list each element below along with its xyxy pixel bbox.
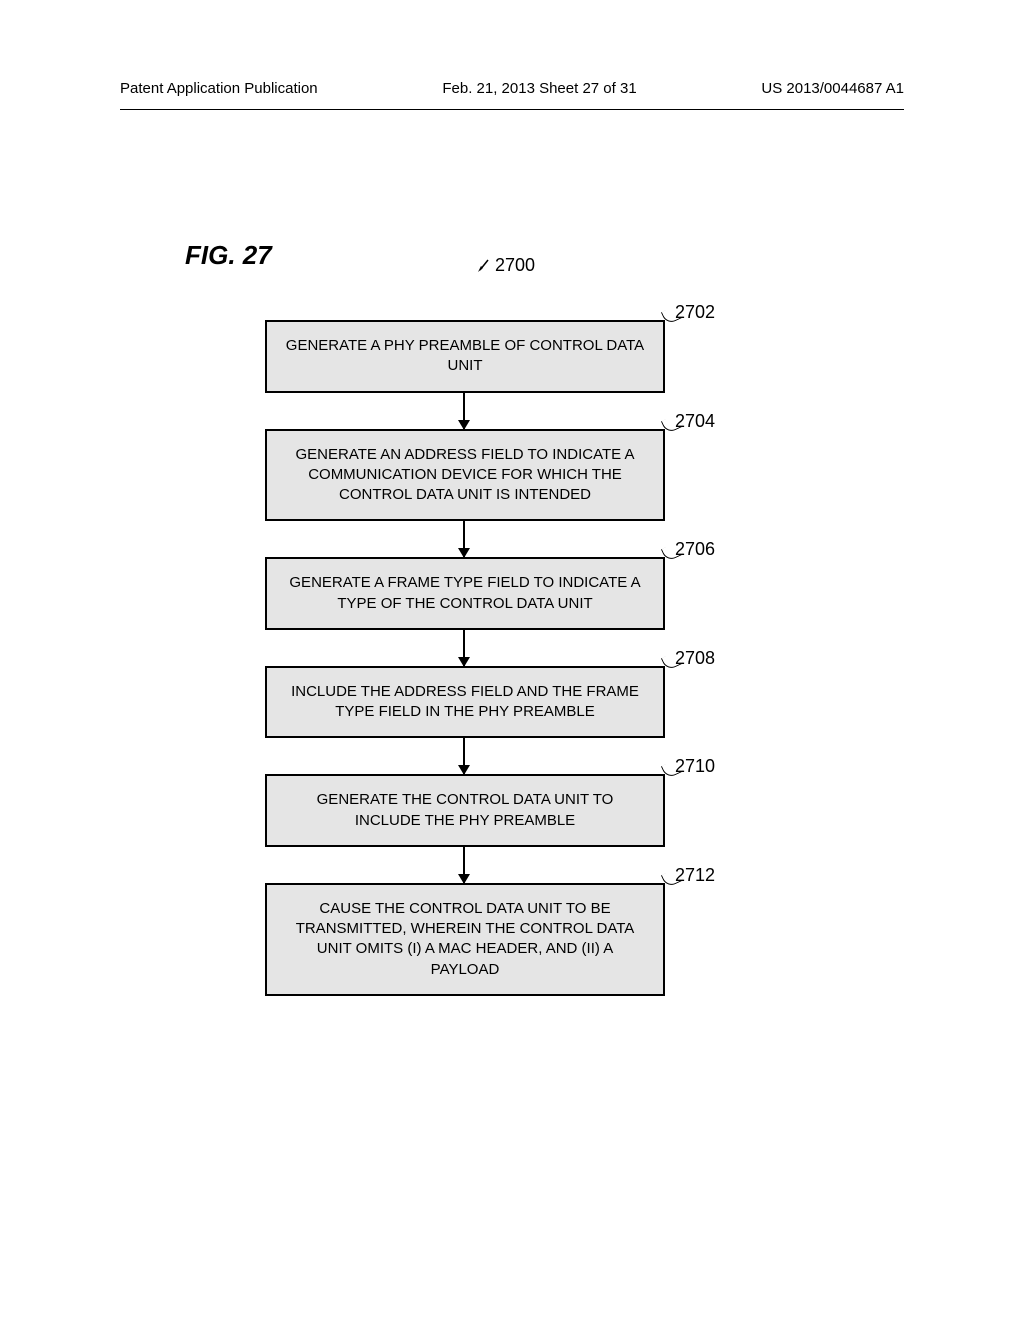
flow-step: 2710 GENERATE THE CONTROL DATA UNIT TO I… <box>265 774 665 847</box>
step-text: GENERATE THE CONTROL DATA UNIT TO INCLUD… <box>317 791 614 828</box>
flow-step: 2712 CAUSE THE CONTROL DATA UNIT TO BE T… <box>265 883 665 996</box>
step-text: GENERATE A PHY PREAMBLE OF CONTROL DATA … <box>286 337 644 374</box>
step-text: GENERATE A FRAME TYPE FIELD TO INDICATE … <box>289 574 640 611</box>
step-ref: 2702 <box>675 300 715 324</box>
step-text: CAUSE THE CONTROL DATA UNIT TO BE TRANSM… <box>296 900 635 978</box>
flow-step: 2702 GENERATE A PHY PREAMBLE OF CONTROL … <box>265 320 665 393</box>
arrow-down-icon <box>463 847 465 883</box>
flow-step: 2706 GENERATE A FRAME TYPE FIELD TO INDI… <box>265 557 665 630</box>
header-left: Patent Application Publication <box>120 80 318 105</box>
arrow-down-icon <box>463 521 465 557</box>
page-header: Patent Application Publication Feb. 21, … <box>120 80 904 110</box>
flow-step: 2708 INCLUDE THE ADDRESS FIELD AND THE F… <box>265 666 665 739</box>
step-text: INCLUDE THE ADDRESS FIELD AND THE FRAME … <box>291 683 639 720</box>
step-ref: 2710 <box>675 754 715 778</box>
step-text: GENERATE AN ADDRESS FIELD TO INDICATE A … <box>296 446 635 504</box>
flow-step: 2704 GENERATE AN ADDRESS FIELD TO INDICA… <box>265 429 665 522</box>
header-right: US 2013/0044687 A1 <box>761 80 904 105</box>
step-ref: 2712 <box>675 863 715 887</box>
step-ref: 2706 <box>675 537 715 561</box>
arrow-down-icon <box>463 393 465 429</box>
flowchart: 2702 GENERATE A PHY PREAMBLE OF CONTROL … <box>245 320 735 996</box>
figure-label: FIG. 27 <box>185 240 272 271</box>
step-ref: 2708 <box>675 646 715 670</box>
diagram-ref-leader <box>478 256 494 272</box>
arrow-down-icon <box>463 738 465 774</box>
header-center: Feb. 21, 2013 Sheet 27 of 31 <box>442 80 636 105</box>
step-ref: 2704 <box>675 409 715 433</box>
arrow-down-icon <box>463 630 465 666</box>
diagram-ref-number: 2700 <box>495 255 535 276</box>
